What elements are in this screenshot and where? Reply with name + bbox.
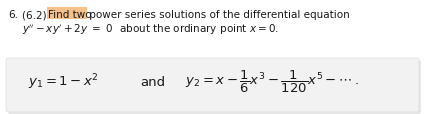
FancyBboxPatch shape <box>6 58 419 112</box>
Text: $y_1 = 1 - x^2$: $y_1 = 1 - x^2$ <box>28 72 99 91</box>
Text: $y_2 = x - \dfrac{1}{6}x^3 - \dfrac{1}{120}x^5 - \cdots\,.$: $y_2 = x - \dfrac{1}{6}x^3 - \dfrac{1}{1… <box>185 68 359 94</box>
Text: Find two: Find two <box>48 10 92 20</box>
FancyBboxPatch shape <box>8 60 421 114</box>
FancyBboxPatch shape <box>47 8 87 20</box>
Text: and: and <box>140 75 165 88</box>
Text: $y^{\prime\prime} - xy^{\prime} + 2y\ =\ 0$  about the ordinary point $x = 0$.: $y^{\prime\prime} - xy^{\prime} + 2y\ =\… <box>22 23 279 37</box>
Text: 6.: 6. <box>8 10 18 20</box>
Text: power series solutions of the differential equation: power series solutions of the differenti… <box>86 10 350 20</box>
Text: (6.2): (6.2) <box>22 10 50 20</box>
